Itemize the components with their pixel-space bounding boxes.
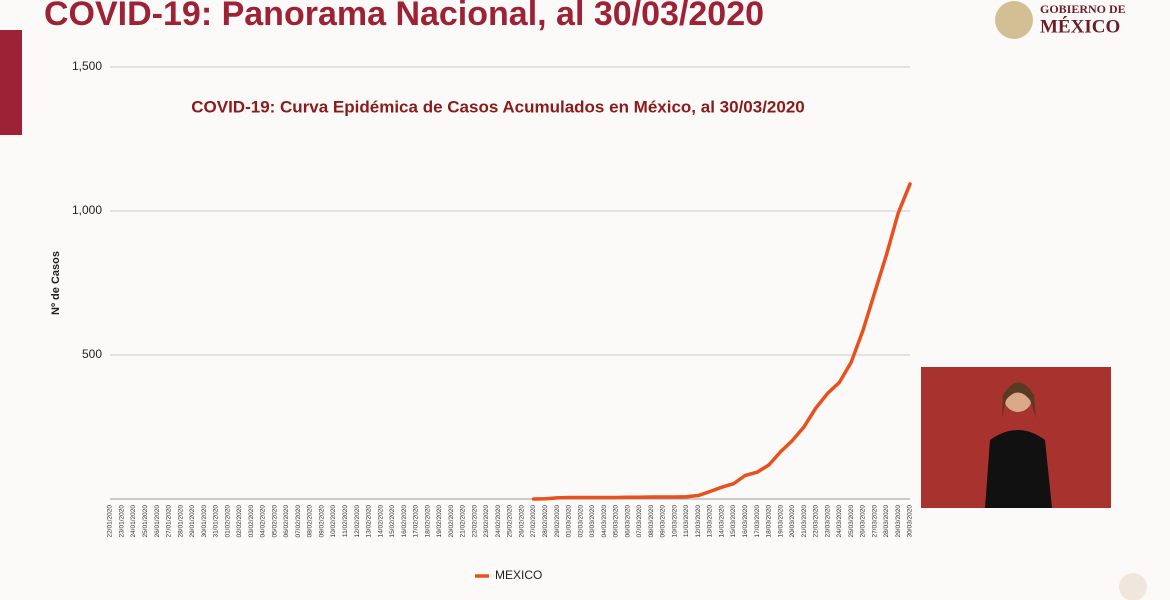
x-tick-label: 23/03/2020 [824,505,831,538]
x-tick-label: 15/02/2020 [389,505,396,538]
x-tick-label: 22/01/2020 [107,505,114,538]
x-tick-label: 02/03/2020 [577,505,584,538]
x-tick-label: 01/02/2020 [224,505,231,538]
page-title: COVID-19: Panorama Nacional, al 30/03/20… [44,0,764,33]
y-tick-label: 500 [82,347,102,361]
x-tick-label: 11/03/2020 [683,505,690,537]
x-tick-label: 25/03/2020 [848,505,855,538]
x-tick-label: 23/01/2020 [118,505,125,538]
x-tick-label: 08/03/2020 [648,505,655,538]
x-tick-label: 28/01/2020 [177,505,184,538]
x-tick-label: 07/03/2020 [636,505,643,538]
logo-emblem [995,1,1033,39]
x-tick-label: 26/02/2020 [518,505,525,538]
x-tick-label: 21/02/2020 [460,505,467,538]
x-tick-label: 19/03/2020 [777,505,784,538]
x-tick-label: 26/03/2020 [860,505,867,538]
interpreter-figure [985,430,1052,508]
x-tick-label: 17/03/2020 [754,505,761,538]
x-tick-label: 12/03/2020 [695,505,702,538]
x-tick-label: 12/02/2020 [354,505,361,538]
x-tick-label: 06/02/2020 [283,505,290,538]
logo-text: MÉXICO [1040,15,1120,37]
x-tick-label: 26/01/2020 [154,505,161,538]
x-tick-label: 24/01/2020 [130,505,137,538]
x-tick-label: 03/02/2020 [248,505,255,538]
x-tick-label: 09/02/2020 [318,505,325,538]
x-tick-label: 28/03/2020 [883,505,890,538]
x-tick-label: 04/02/2020 [260,505,267,538]
x-tick-label: 06/03/2020 [624,505,631,538]
x-tick-label: 14/02/2020 [377,505,384,538]
x-tick-label: 24/02/2020 [495,505,502,538]
interpreter-hair [1002,382,1036,418]
x-tick-label: 09/03/2020 [660,505,667,538]
x-tick-label: 03/03/2020 [589,505,596,538]
x-tick-label: 28/02/2020 [542,505,549,538]
x-tick-label: 24/03/2020 [836,505,843,538]
x-tick-label: 27/01/2020 [166,505,173,538]
x-tick-label: 29/02/2020 [554,505,561,538]
x-tick-label: 15/03/2020 [730,505,737,538]
x-tick-label: 01/03/2020 [566,505,573,538]
x-tick-label: 05/02/2020 [271,505,278,538]
x-tick-label: 10/02/2020 [330,505,337,538]
x-tick-label: 16/02/2020 [401,505,408,538]
x-tick-label: 02/02/2020 [236,505,243,538]
y-axis-label: Nº de Casos [50,251,62,315]
data-line [531,182,912,501]
x-tick-label: 30/03/2020 [907,505,914,538]
x-tick-label: 22/03/2020 [813,505,820,538]
corner-logo [1119,573,1147,600]
x-tick-label: 29/01/2020 [189,505,196,538]
x-tick-label: 27/03/2020 [871,505,878,538]
x-tick-label: 21/03/2020 [801,505,808,538]
chart-title: COVID-19: Curva Epidémica de Casos Acumu… [191,97,805,116]
x-tick-label: 25/02/2020 [507,505,514,538]
x-tick-label: 11/02/2020 [342,505,349,537]
x-tick-label: 25/01/2020 [142,505,149,538]
x-tick-label: 04/03/2020 [601,505,608,538]
x-tick-label: 18/03/2020 [766,505,773,538]
x-tick-label: 18/02/2020 [424,505,431,538]
x-tick-label: 19/02/2020 [436,505,443,538]
x-tick-label: 27/02/2020 [530,505,537,538]
x-tick-label: 13/03/2020 [707,505,714,538]
x-tick-label: 23/02/2020 [483,505,490,538]
x-tick-label: 05/03/2020 [613,505,620,538]
interpreter-video [921,367,1111,508]
x-tick-label: 20/02/2020 [448,505,455,538]
x-tick-label: 29/03/2020 [895,505,902,538]
x-tick-label: 30/01/2020 [201,505,208,538]
y-tick-label: 1,500 [72,59,102,73]
x-tick-label: 08/02/2020 [307,505,314,538]
x-tick-label: 13/02/2020 [366,505,373,538]
x-tick-label: 20/03/2020 [789,505,796,538]
x-tick-label: 31/01/2020 [213,505,220,538]
y-tick-label: 1,000 [72,203,102,217]
x-tick-label: 10/03/2020 [671,505,678,538]
x-tick-label: 22/02/2020 [471,505,478,538]
x-tick-label: 16/03/2020 [742,505,749,538]
x-tick-label: 07/02/2020 [295,505,302,538]
x-tick-label: 14/03/2020 [718,505,725,538]
side-accent [0,30,22,135]
legend-label: MEXICO [495,568,542,582]
x-tick-label: 17/02/2020 [413,505,420,538]
logo-text: GOBIERNO DE [1040,2,1126,16]
